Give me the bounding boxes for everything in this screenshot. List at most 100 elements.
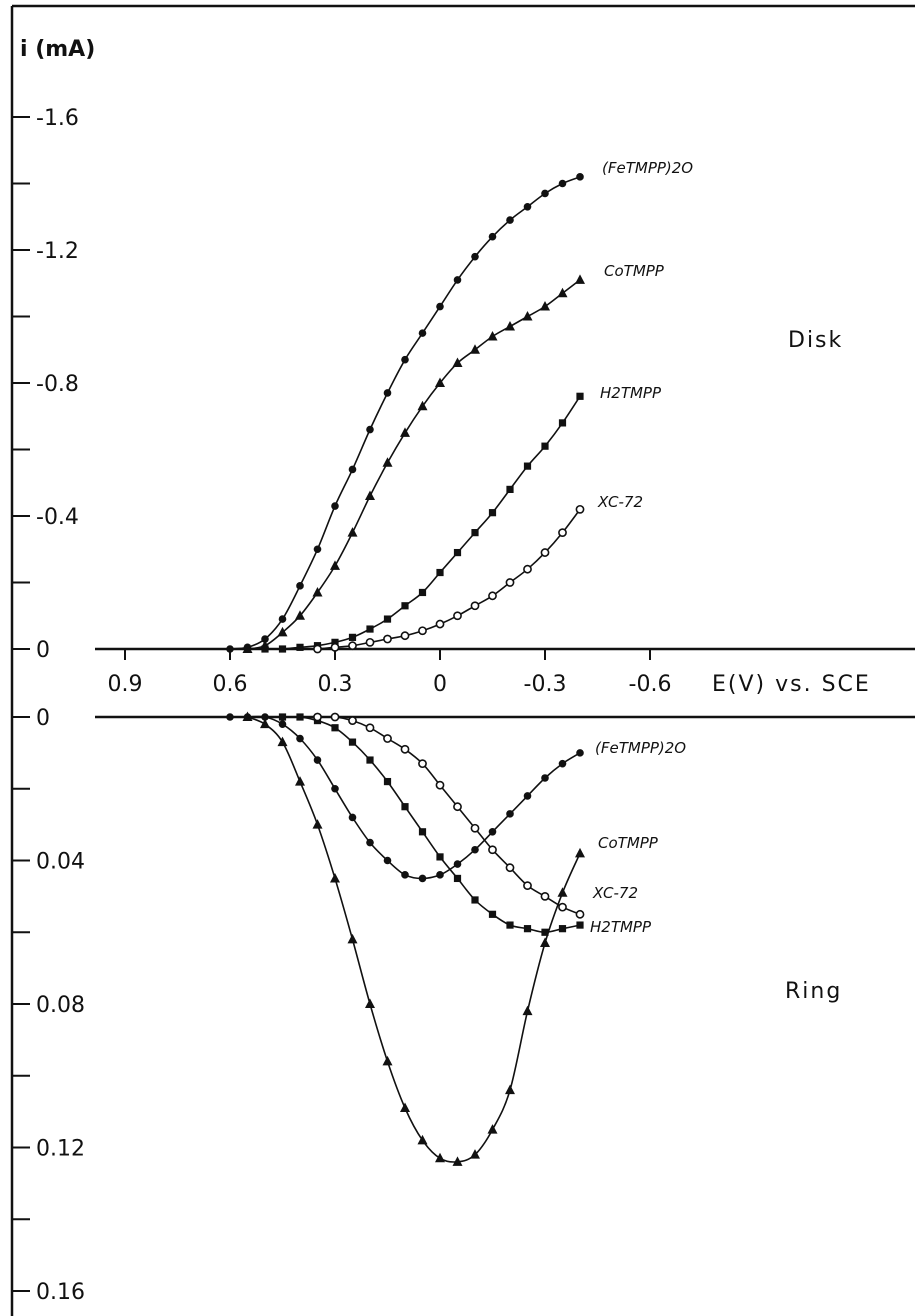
ring-data-point bbox=[382, 1055, 393, 1066]
ring-data-point bbox=[576, 921, 584, 929]
ring-data-point bbox=[330, 872, 340, 883]
ring-data-point bbox=[418, 828, 427, 836]
ring-data-point bbox=[523, 925, 532, 933]
disk-data-point bbox=[505, 578, 515, 587]
disk-data-point bbox=[348, 641, 357, 651]
disk-data-point bbox=[348, 633, 357, 641]
disk-data-point bbox=[278, 645, 287, 653]
ring-data-point bbox=[436, 871, 444, 879]
ring-data-point bbox=[260, 718, 270, 729]
disk-y-tick-label: -1.2 bbox=[36, 239, 79, 264]
disk-data-point bbox=[277, 626, 288, 637]
ring-data-point bbox=[312, 819, 323, 829]
disk-data-point bbox=[242, 643, 253, 653]
ring-data-point bbox=[506, 810, 514, 818]
ring-data-point bbox=[576, 749, 584, 757]
disk-y-tick-label: -0.8 bbox=[36, 372, 79, 397]
disk-series-line bbox=[229, 176, 581, 650]
disk-data-point bbox=[471, 252, 479, 261]
disk-data-point bbox=[541, 189, 549, 198]
disk-data-point bbox=[330, 642, 340, 652]
disk-data-point bbox=[575, 504, 585, 514]
series-labels-layer: (FeTMPP)2O CoTMPP H2TMPP XC-72 (FeTMPP)2O CoT… bbox=[590, 159, 693, 936]
disk-data-point bbox=[347, 527, 358, 537]
disk-series-line bbox=[264, 395, 581, 650]
disk-data-point bbox=[226, 645, 234, 653]
ring-data-point bbox=[295, 776, 305, 786]
disk-data-point bbox=[540, 548, 550, 557]
ring-data-point bbox=[348, 813, 357, 822]
ring-data-point bbox=[452, 1156, 463, 1166]
ring-data-point bbox=[558, 759, 567, 768]
ring-data-point bbox=[453, 874, 462, 883]
ring-data-point bbox=[418, 759, 427, 769]
ring-data-point bbox=[471, 845, 479, 854]
ring-data-point bbox=[488, 910, 497, 918]
disk-data-point bbox=[296, 643, 304, 651]
ring-data-point bbox=[557, 887, 568, 897]
disk-data-point bbox=[383, 389, 392, 397]
series-markers-layer bbox=[226, 173, 585, 1166]
disk-data-point bbox=[400, 427, 410, 437]
ring-series-line bbox=[282, 715, 581, 934]
disk-data-point bbox=[576, 173, 584, 181]
disk-data-point bbox=[558, 528, 567, 538]
ring-data-point bbox=[488, 828, 497, 836]
disk-data-point bbox=[471, 529, 479, 537]
disk-series-label: H2TMPP bbox=[600, 384, 662, 402]
ring-data-point bbox=[505, 1084, 515, 1095]
disk-data-point bbox=[470, 601, 480, 611]
disk-data-point bbox=[366, 625, 374, 633]
disk-data-point bbox=[348, 465, 357, 474]
ring-data-point bbox=[331, 784, 339, 793]
ring-data-point bbox=[366, 838, 374, 847]
ring-data-point bbox=[418, 874, 427, 883]
disk-data-point bbox=[296, 582, 304, 590]
disk-data-point bbox=[330, 560, 340, 570]
ring-data-point bbox=[523, 881, 532, 891]
ring-data-point bbox=[383, 734, 392, 743]
disk-data-point bbox=[383, 615, 392, 623]
disk-data-point bbox=[366, 425, 374, 434]
disk-data-point bbox=[401, 602, 409, 610]
disk-y-tick-label: -0.4 bbox=[36, 505, 79, 530]
disk-data-point bbox=[523, 462, 532, 470]
disk-data-point bbox=[418, 588, 427, 597]
ring-data-point bbox=[278, 713, 287, 721]
ring-data-point bbox=[278, 720, 287, 728]
ring-data-point bbox=[400, 1102, 410, 1113]
disk-data-point bbox=[435, 377, 445, 387]
disk-data-point bbox=[418, 329, 427, 337]
disk-data-point bbox=[470, 344, 480, 354]
disk-data-point bbox=[331, 502, 339, 510]
disk-data-point bbox=[541, 442, 549, 450]
disk-data-point bbox=[558, 179, 567, 188]
x-tick-label: 0.9 bbox=[108, 672, 143, 697]
disk-data-point bbox=[295, 610, 305, 620]
disk-data-point bbox=[436, 302, 444, 311]
disk-panel-label: Disk bbox=[788, 328, 843, 353]
ring-data-point bbox=[435, 780, 445, 790]
ring-data-point bbox=[383, 856, 392, 865]
disk-data-point bbox=[436, 568, 444, 577]
disk-data-point bbox=[506, 485, 514, 493]
ring-data-point bbox=[540, 891, 550, 901]
ring-data-point bbox=[488, 845, 497, 855]
ring-data-point bbox=[505, 863, 515, 873]
disk-data-point bbox=[576, 392, 584, 400]
ring-data-point bbox=[470, 1149, 480, 1159]
disk-series-label: CoTMPP bbox=[604, 262, 665, 280]
disk-data-point bbox=[452, 357, 463, 368]
ring-data-point bbox=[541, 928, 549, 936]
ring-data-point bbox=[313, 712, 322, 722]
ring-data-point bbox=[436, 853, 444, 861]
x-tick-label: 0.3 bbox=[318, 672, 353, 697]
disk-data-point bbox=[417, 400, 428, 411]
ring-data-point bbox=[522, 1005, 533, 1016]
disk-data-point bbox=[261, 645, 269, 653]
disk-data-point bbox=[312, 586, 323, 597]
x-tick-label: 0 bbox=[433, 672, 447, 697]
ring-data-point bbox=[331, 724, 339, 732]
ring-series-label: H2TMPP bbox=[590, 918, 652, 936]
ring-data-point bbox=[313, 756, 322, 764]
